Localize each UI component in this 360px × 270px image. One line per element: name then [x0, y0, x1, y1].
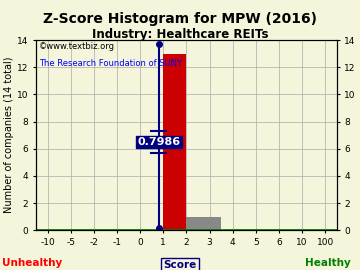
Text: Z-Score Histogram for MPW (2016): Z-Score Histogram for MPW (2016)	[43, 12, 317, 26]
Text: Industry: Healthcare REITs: Industry: Healthcare REITs	[92, 28, 268, 41]
Text: 0.7986: 0.7986	[137, 137, 180, 147]
Text: Healthy: Healthy	[305, 258, 351, 268]
Y-axis label: Number of companies (14 total): Number of companies (14 total)	[4, 57, 14, 213]
Text: Score: Score	[163, 260, 197, 270]
Text: The Research Foundation of SUNY: The Research Foundation of SUNY	[39, 59, 182, 68]
Bar	[163, 54, 186, 230]
Text: ©www.textbiz.org: ©www.textbiz.org	[39, 42, 115, 51]
Bar	[186, 217, 221, 230]
Text: Unhealthy: Unhealthy	[2, 258, 63, 268]
